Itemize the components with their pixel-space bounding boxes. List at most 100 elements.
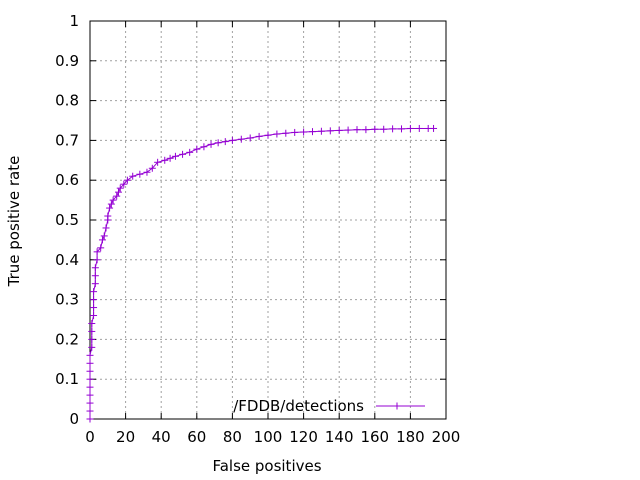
data-point-marker (246, 134, 254, 142)
data-point-marker (88, 319, 96, 327)
data-point-marker (93, 248, 101, 256)
data-point-marker (406, 124, 414, 132)
data-point-marker (326, 127, 334, 135)
data-point-marker (90, 312, 98, 320)
y-tick-label: 0.8 (55, 92, 79, 110)
data-point-marker (282, 129, 290, 137)
data-point-marker (86, 359, 94, 367)
data-point-marker (86, 367, 94, 375)
data-point-marker (335, 126, 343, 134)
data-point-marker (255, 132, 263, 140)
data-point-marker (93, 256, 101, 264)
data-point-marker (91, 280, 99, 288)
data-point-marker (186, 148, 194, 156)
data-point-marker (166, 154, 174, 162)
y-tick-label: 1 (69, 12, 79, 30)
data-point-marker (200, 143, 208, 151)
data-point-marker (389, 125, 397, 133)
data-point-marker (88, 343, 96, 351)
y-tick-label: 0.1 (55, 370, 79, 388)
data-point-marker (362, 126, 370, 134)
axis-ticks: 0 20 40 60 80 100 120 140 160 180 200 0 0.1 0.2 0.3 0.4… (55, 12, 460, 446)
x-tick-label: 80 (223, 428, 242, 446)
y-tick-label: 0.7 (55, 131, 79, 149)
data-point-marker (221, 138, 229, 146)
x-tick-label: 120 (289, 428, 318, 446)
legend-entry-label: /FDDB/detections (233, 397, 364, 415)
data-point-marker (415, 124, 423, 132)
data-point-marker (88, 335, 96, 343)
data-point-marker (317, 127, 325, 135)
series-line (89, 128, 434, 419)
y-tick-label: 0 (69, 410, 79, 428)
data-point-marker (430, 124, 438, 132)
y-tick-label: 0.4 (55, 251, 79, 269)
data-point-marker (97, 244, 105, 252)
x-tick-label: 100 (254, 428, 283, 446)
data-point-marker (86, 399, 94, 407)
data-point-marker (273, 130, 281, 138)
data-point-marker (136, 170, 144, 178)
data-point-marker (120, 180, 128, 188)
data-point-marker (154, 158, 162, 166)
data-point-marker (98, 236, 106, 244)
data-point-marker (86, 375, 94, 383)
grid-lines (90, 21, 446, 419)
y-tick-label: 0.2 (55, 330, 79, 348)
data-point-marker (228, 136, 236, 144)
data-point-marker (207, 140, 215, 148)
x-tick-label: 40 (152, 428, 171, 446)
data-point-marker (86, 351, 94, 359)
data-point-marker (300, 128, 308, 136)
data-point-marker (214, 139, 222, 147)
y-tick-label: 0.3 (55, 291, 79, 309)
data-point-marker (380, 125, 388, 133)
data-point-marker (116, 184, 124, 192)
data-point-marker (179, 150, 187, 158)
x-tick-label: 0 (85, 428, 95, 446)
x-tick-label: 60 (187, 428, 206, 446)
data-point-marker (86, 391, 94, 399)
data-point-marker (86, 407, 94, 415)
data-point-marker (90, 288, 98, 296)
data-point-marker (309, 128, 316, 136)
data-point-marker (264, 131, 272, 139)
y-tick-label: 0.6 (55, 171, 79, 189)
data-point-marker (91, 272, 99, 280)
y-tick-label: 0.9 (55, 52, 79, 70)
series-layer (86, 124, 438, 423)
data-point-marker (86, 383, 94, 391)
data-point-marker (171, 152, 179, 160)
x-tick-label: 20 (116, 428, 135, 446)
data-point-marker (353, 126, 361, 134)
data-point-marker (102, 224, 110, 232)
data-point-marker (114, 188, 122, 196)
x-tick-label: 200 (432, 428, 461, 446)
legend-marker (393, 402, 401, 410)
data-point-marker (237, 135, 245, 143)
y-tick-label: 0.5 (55, 211, 79, 229)
data-point-marker (148, 164, 156, 172)
x-tick-label: 180 (396, 428, 425, 446)
data-point-marker (90, 296, 98, 304)
x-axis-label: False positives (212, 457, 321, 475)
data-point-marker (100, 232, 108, 240)
y-axis-label: True positive rate (5, 156, 23, 288)
data-point-marker (91, 264, 99, 272)
data-point-marker (123, 176, 131, 184)
data-point-marker (143, 168, 151, 176)
data-point-marker (104, 212, 112, 220)
data-point-marker (291, 128, 299, 136)
data-point-marker (129, 172, 137, 180)
data-point-marker (88, 327, 96, 335)
x-tick-label: 160 (360, 428, 389, 446)
data-point-marker (371, 125, 379, 133)
legend: /FDDB/detections (233, 397, 425, 415)
plot-frame (89, 20, 447, 420)
data-point-marker (193, 145, 201, 153)
data-point-marker (106, 204, 114, 212)
data-point-marker (161, 156, 169, 164)
data-point-marker (90, 304, 98, 312)
data-point-marker (113, 192, 121, 200)
